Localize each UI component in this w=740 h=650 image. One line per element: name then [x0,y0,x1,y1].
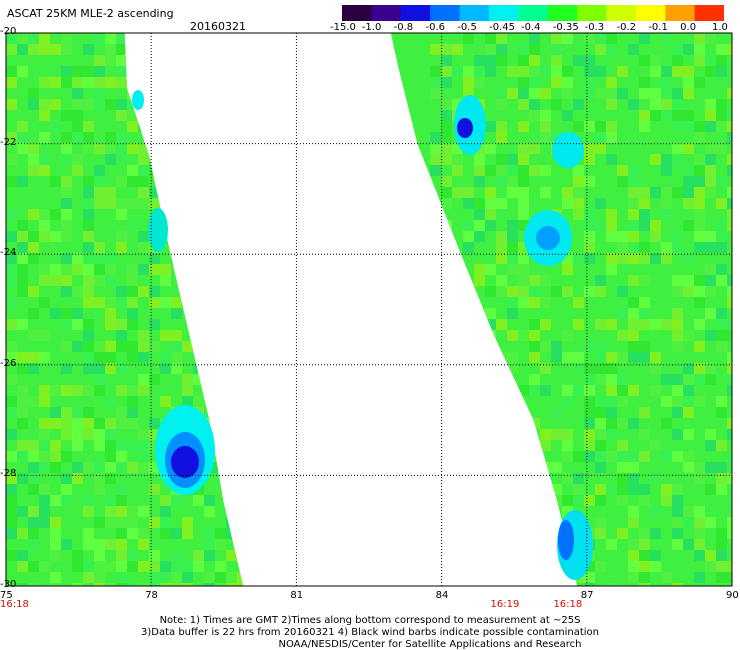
colorbar-swatch [371,5,402,21]
low-value-patch [552,132,584,168]
colorbar-label: -0.45 [489,22,516,33]
colorbar-swatch [635,5,666,21]
y-tick-label: -26 [0,357,17,369]
time-label: 16:18 [0,599,29,610]
x-tick-label: 78 [145,590,158,601]
colorbar-label: 0.0 [680,22,697,33]
colorbar-label: 1.0 [712,22,728,33]
y-tick-label: -30 [0,579,17,590]
time-label: 16:18 [553,599,583,610]
x-tick-label: 81 [290,590,304,601]
note-line-2: 3)Data buffer is 22 hrs from 20160321 4)… [141,627,599,638]
low-value-patch [536,226,560,250]
colorbar-swatches [342,5,725,21]
y-tick-label: -22 [0,136,17,148]
colorbar-label: -15.0 [330,22,356,33]
map-date: 20160321 [190,20,246,33]
colorbar-swatch [665,5,696,21]
colorbar-swatch [577,5,607,21]
colorbar-swatch [459,5,490,21]
low-value-patch [148,208,168,252]
colorbar-swatch [400,5,431,21]
colorbar-label: -0.35 [552,22,579,33]
colorbar-label: -0.4 [521,22,541,33]
colorbar-label: -0.3 [584,22,605,33]
map-title: ASCAT 25KM MLE-2 ascending [7,7,174,20]
note-line-3: NOAA/NESDIS/Center for Satellite Applica… [278,639,582,650]
colorbar-swatch [518,5,549,21]
colorbar-label: -0.8 [393,22,414,33]
note-line-1: Note: 1) Times are GMT 2)Times along bot… [159,615,581,626]
colorbar [342,5,725,21]
low-value-patch [171,446,199,478]
low-value-patch [132,90,144,110]
colorbar-swatch [606,5,637,21]
colorbar-label: -1.0 [361,22,382,33]
y-tick-label: -20 [0,26,17,37]
time-label: 16:19 [490,599,520,610]
x-tick-label: 75 [0,590,13,601]
colorbar-swatch [342,5,372,21]
colorbar-label: -0.1 [648,22,668,33]
colorbar-label: -0.5 [457,22,477,33]
colorbar-labels: -15.0 -1.0 -0.8 -0.6 -0.5 -0.45 -0.4 -0.35 -0.3-… [0,22,740,36]
y-tick-label: -28 [0,468,17,480]
colorbar-swatch [430,5,461,21]
colorbar-swatch [547,5,578,21]
colorbar-swatch [488,5,519,21]
low-value-patch [457,118,473,138]
x-tick-label: 87 [580,590,594,601]
colorbar-label: -0.6 [425,22,446,33]
colorbar-label: -0.2 [616,22,637,33]
x-tick-label: 84 [435,590,449,601]
colorbar-swatch [694,5,725,21]
y-tick-label: -24 [0,247,17,259]
x-tick-label: 90 [726,590,739,601]
low-value-patch [558,520,574,560]
